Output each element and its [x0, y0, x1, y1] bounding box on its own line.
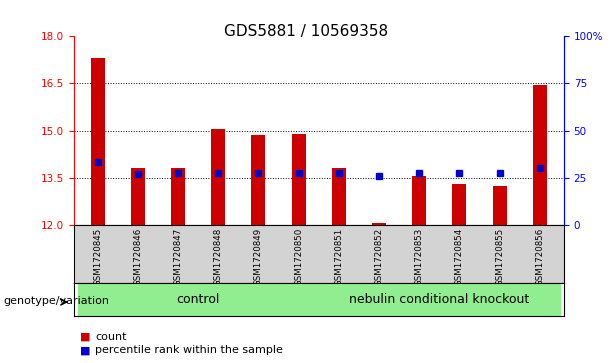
Bar — [292, 134, 306, 225]
Text: count: count — [95, 332, 126, 342]
Text: nebulin conditional knockout: nebulin conditional knockout — [349, 293, 530, 306]
Bar — [493, 186, 507, 225]
Bar — [78, 283, 319, 316]
Bar — [171, 168, 185, 225]
Bar — [372, 224, 386, 225]
Text: GSM1720845: GSM1720845 — [93, 228, 102, 286]
Text: GSM1720847: GSM1720847 — [173, 228, 183, 286]
Text: control: control — [177, 293, 220, 306]
Text: genotype/variation: genotype/variation — [3, 295, 109, 306]
Bar — [91, 58, 105, 225]
Bar — [452, 184, 466, 225]
Text: GSM1720856: GSM1720856 — [535, 228, 544, 286]
Text: GSM1720846: GSM1720846 — [134, 228, 142, 286]
Text: GSM1720852: GSM1720852 — [375, 228, 384, 286]
Text: GSM1720848: GSM1720848 — [214, 228, 223, 286]
Bar — [319, 283, 560, 316]
Text: GSM1720850: GSM1720850 — [294, 228, 303, 286]
Bar — [211, 129, 226, 225]
Bar — [412, 176, 426, 225]
Text: GDS5881 / 10569358: GDS5881 / 10569358 — [224, 24, 389, 38]
Bar — [533, 85, 547, 225]
Bar — [332, 168, 346, 225]
Text: GSM1720849: GSM1720849 — [254, 228, 263, 286]
Text: ■: ■ — [80, 345, 90, 355]
Text: ■: ■ — [80, 332, 90, 342]
Text: GSM1720855: GSM1720855 — [495, 228, 504, 286]
Text: GSM1720853: GSM1720853 — [415, 228, 424, 286]
Text: GSM1720854: GSM1720854 — [455, 228, 464, 286]
Bar — [131, 168, 145, 225]
Bar — [251, 135, 265, 225]
Text: GSM1720851: GSM1720851 — [334, 228, 343, 286]
Text: percentile rank within the sample: percentile rank within the sample — [95, 345, 283, 355]
